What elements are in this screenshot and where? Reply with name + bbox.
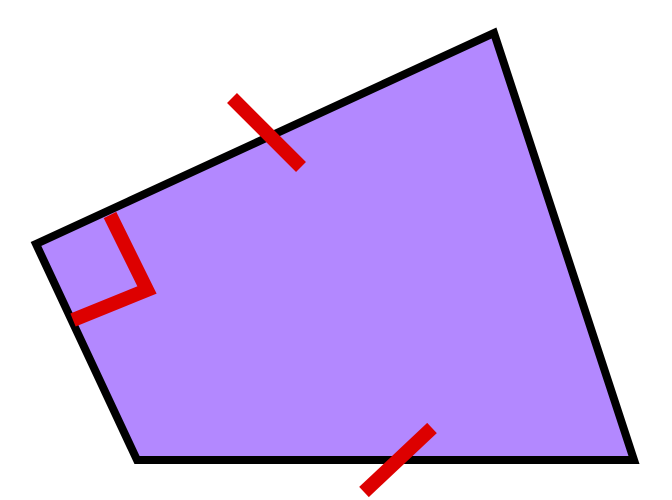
tick-mark-bottom-side	[359, 422, 437, 498]
tick-mark-top-side	[227, 93, 306, 172]
quadrilateral-shape	[30, 27, 640, 464]
right-angle-marker	[70, 211, 157, 327]
